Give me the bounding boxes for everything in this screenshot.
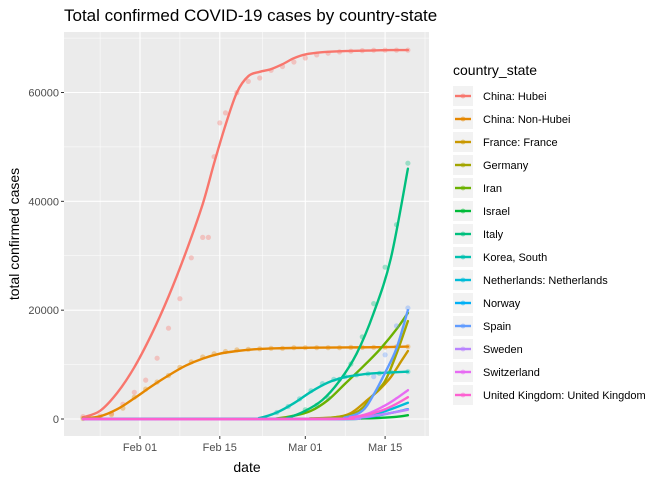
- legend-key-point: [460, 208, 466, 214]
- legend-item-iran: Iran: [453, 178, 502, 198]
- legend-item-france-france: France: France: [453, 132, 558, 152]
- y-axis: 0 20000 40000 60000: [28, 88, 64, 426]
- legend-key-point: [460, 185, 466, 191]
- legend-item-norway: Norway: [453, 293, 521, 313]
- legend-item-spain: Spain: [453, 316, 511, 336]
- legend-key-point: [460, 162, 466, 168]
- legend-label: Sweden: [483, 344, 523, 356]
- data-point: [177, 296, 183, 302]
- legend-item-israel: Israel: [453, 201, 510, 221]
- series-line: [81, 396, 410, 421]
- legend-label: Germany: [483, 160, 529, 172]
- legend-label: Switzerland: [483, 367, 540, 379]
- series-line: [81, 48, 410, 419]
- legend-label: Iran: [483, 183, 502, 195]
- data-point: [257, 75, 263, 81]
- series-united-kingdom-united-kingdom: [81, 396, 410, 421]
- legend-label: Norway: [483, 298, 521, 310]
- y-tick-label: 20000: [28, 305, 59, 317]
- data-point: [393, 323, 400, 329]
- legend-item-china-non-hubei: China: Non-Hubei: [453, 109, 570, 129]
- legend-key-point: [460, 300, 466, 306]
- legend-label: France: France: [483, 137, 558, 149]
- legend-key-point: [460, 392, 466, 398]
- legend-item-sweden: Sweden: [453, 339, 523, 359]
- data-point: [405, 160, 411, 166]
- data-point: [217, 120, 223, 126]
- y-tick-label: 0: [53, 414, 59, 426]
- chart-title: Total confirmed COVID-19 cases by countr…: [64, 6, 437, 25]
- legend-key-point: [460, 346, 466, 352]
- data-point: [302, 55, 308, 61]
- x-tick-label: Feb 01: [123, 442, 157, 454]
- data-point: [382, 264, 388, 270]
- legend-key-point: [460, 254, 466, 260]
- data-point: [371, 374, 377, 380]
- minor-gridlines: [64, 32, 429, 436]
- legend-item-china-hubei: China: Hubei: [453, 86, 547, 106]
- legend-title: country_state: [453, 62, 537, 78]
- x-axis: Feb 01 Feb 15 Mar 01 Mar 15: [123, 436, 402, 454]
- data-point: [222, 110, 229, 116]
- data-point: [205, 234, 211, 240]
- legend-key-point: [460, 277, 466, 283]
- series-line: [81, 345, 410, 420]
- legend-label: Netherlands: Netherlands: [483, 275, 608, 287]
- legend-label: Korea, South: [483, 252, 547, 264]
- x-tick-label: Mar 01: [288, 442, 322, 454]
- legend-label: Israel: [483, 206, 510, 218]
- legend: China: Hubei China: Non-Hubei France: Fran…: [453, 86, 646, 405]
- legend-key-point: [460, 93, 466, 99]
- legend-key-point: [460, 369, 466, 375]
- series-layer: [80, 47, 411, 422]
- legend-item-germany: Germany: [453, 155, 529, 175]
- legend-key-point: [460, 116, 466, 122]
- data-point: [188, 255, 194, 261]
- data-point: [131, 389, 137, 395]
- legend-key-point: [460, 139, 466, 145]
- data-point: [382, 352, 388, 358]
- data-point: [371, 301, 377, 307]
- data-point: [405, 305, 411, 311]
- data-point: [200, 234, 206, 240]
- data-point: [291, 59, 297, 65]
- legend-item-united-kingdom-united-kingdom: United Kingdom: United Kingdom: [453, 385, 646, 405]
- legend-item-netherlands-netherlands: Netherlands: Netherlands: [453, 270, 608, 290]
- legend-key-point: [460, 231, 466, 237]
- legend-key-point: [460, 323, 466, 329]
- legend-label: Italy: [483, 229, 504, 241]
- legend-label: China: Hubei: [483, 91, 547, 103]
- plot-panel: [64, 32, 429, 436]
- data-point: [154, 355, 160, 361]
- legend-item-korea-south: Korea, South: [453, 247, 547, 267]
- y-axis-title: total confirmed cases: [6, 168, 22, 300]
- x-tick-label: Mar 15: [368, 442, 402, 454]
- legend-label: China: Non-Hubei: [483, 114, 570, 126]
- data-point: [143, 377, 149, 383]
- legend-label: Spain: [483, 321, 511, 333]
- legend-item-switzerland: Switzerland: [453, 362, 540, 382]
- data-point: [165, 325, 172, 331]
- y-tick-label: 60000: [28, 88, 59, 100]
- x-tick-label: Feb 15: [203, 442, 237, 454]
- y-tick-label: 40000: [28, 196, 59, 208]
- legend-item-italy: Italy: [453, 224, 504, 244]
- x-axis-title: date: [233, 459, 260, 475]
- legend-label: United Kingdom: United Kingdom: [483, 390, 646, 402]
- data-point: [245, 78, 251, 84]
